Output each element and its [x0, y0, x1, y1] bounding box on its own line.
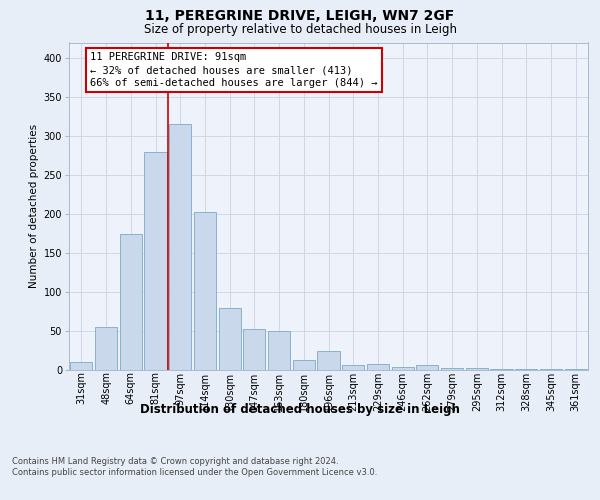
Bar [317, 350, 340, 370]
Bar [243, 330, 265, 370]
Bar [145, 152, 167, 370]
Bar [416, 366, 439, 370]
Text: 11, PEREGRINE DRIVE, LEIGH, WN7 2GF: 11, PEREGRINE DRIVE, LEIGH, WN7 2GF [145, 9, 455, 23]
Bar [119, 234, 142, 370]
Bar [466, 368, 488, 370]
Bar [70, 362, 92, 370]
Bar [441, 368, 463, 370]
Bar [392, 367, 414, 370]
Text: Size of property relative to detached houses in Leigh: Size of property relative to detached ho… [143, 22, 457, 36]
Bar [540, 369, 562, 370]
Bar [218, 308, 241, 370]
Bar [490, 369, 512, 370]
Text: 11 PEREGRINE DRIVE: 91sqm
← 32% of detached houses are smaller (413)
66% of semi: 11 PEREGRINE DRIVE: 91sqm ← 32% of detac… [90, 52, 377, 88]
Text: Distribution of detached houses by size in Leigh: Distribution of detached houses by size … [140, 402, 460, 415]
Bar [367, 364, 389, 370]
Bar [565, 369, 587, 370]
Bar [342, 364, 364, 370]
Y-axis label: Number of detached properties: Number of detached properties [29, 124, 39, 288]
Bar [293, 360, 315, 370]
Bar [169, 124, 191, 370]
Bar [515, 369, 538, 370]
Text: Contains HM Land Registry data © Crown copyright and database right 2024.
Contai: Contains HM Land Registry data © Crown c… [12, 458, 377, 477]
Bar [268, 331, 290, 370]
Bar [194, 212, 216, 370]
Bar [95, 327, 117, 370]
